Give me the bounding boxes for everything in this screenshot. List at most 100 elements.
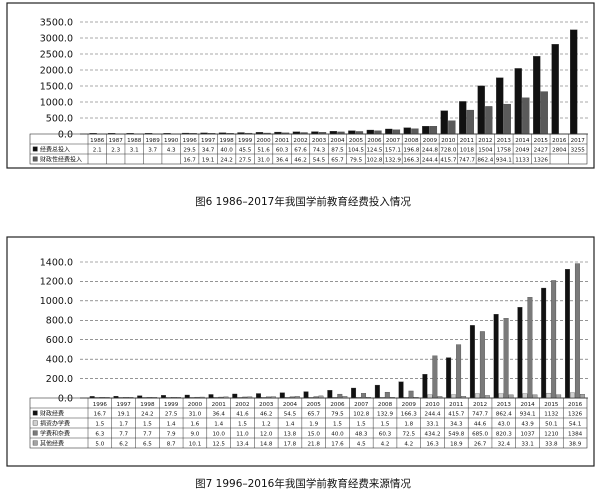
chart1-data-label: 67.6 bbox=[294, 148, 307, 154]
chart2-y-tick-label: 1200.0 bbox=[40, 277, 73, 288]
chart2-data-label: 16.7 bbox=[94, 412, 107, 418]
chart2-data-label: 46.2 bbox=[260, 412, 272, 418]
chart1-bar-2 bbox=[337, 131, 345, 135]
chart2-data-label: 33.1 bbox=[426, 422, 439, 428]
chart1-category-label: 2015 bbox=[534, 138, 549, 144]
chart1-category-label: 1990 bbox=[164, 138, 179, 144]
chart1-y-tick-label: 1000.0 bbox=[40, 97, 73, 108]
chart2-data-label: 12.5 bbox=[212, 442, 225, 448]
chart2-bar-2 bbox=[427, 394, 433, 399]
chart1-data-label: 36.4 bbox=[276, 158, 289, 164]
chart2-data-label: 33.1 bbox=[521, 442, 534, 448]
chart1-data-label: 2427 bbox=[534, 148, 549, 154]
chart1-data-label: 65.7 bbox=[331, 158, 344, 164]
chart2-title: 图7 1996–2016年我国学前教育经费来源情况 bbox=[195, 477, 411, 490]
chart2-data-label: 1326 bbox=[568, 412, 583, 418]
chart1-series-name: 经费总投入 bbox=[40, 146, 70, 154]
chart2-data-label: 10.0 bbox=[212, 432, 225, 438]
chart1-category-label: 2012 bbox=[478, 138, 492, 144]
chart2-bar-1 bbox=[351, 387, 357, 399]
chart1-bars bbox=[89, 29, 578, 135]
chart2-bar-4 bbox=[556, 394, 562, 399]
chart2-category-label: 2013 bbox=[497, 402, 512, 408]
chart2-legend-swatch bbox=[32, 420, 38, 426]
chart1-bar-1 bbox=[348, 130, 356, 135]
chart2-data-label: 549.8 bbox=[448, 432, 464, 438]
chart1-bar-1 bbox=[403, 127, 411, 135]
chart1-data-label: 3.7 bbox=[148, 148, 157, 154]
chart1-data-label: 102.8 bbox=[366, 158, 382, 164]
chart1-data-label: 934.1 bbox=[496, 158, 512, 164]
chart2-y-tick-label: 0.0 bbox=[58, 393, 73, 404]
chart2-data-label: 40.0 bbox=[331, 432, 344, 438]
chart1-category-label: 2006 bbox=[367, 138, 382, 144]
chart2-data-label: 6.2 bbox=[119, 442, 128, 448]
chart2-data-label: 36.4 bbox=[212, 412, 225, 418]
chart2-data-label: 166.3 bbox=[401, 412, 417, 418]
chart2-bar-2 bbox=[546, 392, 552, 399]
chart2-data-label: 24.2 bbox=[141, 412, 153, 418]
chart2-bar-1 bbox=[541, 287, 547, 399]
chart1-bar-1 bbox=[366, 129, 375, 135]
chart2-table-border bbox=[29, 397, 588, 449]
chart2-category-label: 2000 bbox=[188, 402, 203, 408]
chart1-data-label: 2804 bbox=[552, 148, 567, 154]
chart2-data-label: 1210 bbox=[544, 432, 559, 438]
chart1-y-tick-label: 3500.0 bbox=[40, 17, 73, 28]
chart2-bar-1 bbox=[161, 395, 166, 399]
chart2-bar-1 bbox=[137, 395, 143, 399]
chart1-data-label: 244.8 bbox=[422, 148, 438, 154]
chart2-data-label: 60.3 bbox=[379, 432, 392, 438]
chart2-bar-2 bbox=[474, 393, 480, 399]
chart2-legend-swatch bbox=[32, 430, 38, 436]
chart1-data-label: 166.3 bbox=[403, 158, 419, 164]
chart2-data-label: 862.4 bbox=[496, 412, 512, 418]
chart2-data-label: 820.3 bbox=[496, 432, 512, 438]
chart2-category-label: 2005 bbox=[307, 402, 322, 408]
chart1-category-label: 1986 bbox=[90, 138, 105, 144]
chart2-bar-1 bbox=[493, 314, 499, 399]
chart2-data-label: 26.7 bbox=[474, 442, 487, 448]
chart2-data-label: 415.7 bbox=[448, 412, 464, 418]
chart2-bar-1 bbox=[446, 357, 452, 399]
chart1-data-label: 46.2 bbox=[294, 158, 306, 164]
chart1-bar-2 bbox=[522, 97, 530, 135]
chart2-category-label: 2016 bbox=[568, 402, 583, 408]
chart2: 1400.0 1200.0 1000.0 800.0 600.0 400.0 200.0 0.… bbox=[6, 236, 595, 490]
chart1-data-label: 1326 bbox=[534, 158, 549, 164]
chart2-data-label: 10.1 bbox=[189, 442, 202, 448]
chart2-data-label: 1.5 bbox=[357, 422, 366, 428]
chart1-data-label: 104.5 bbox=[348, 148, 364, 154]
chart2-data-label: 685.0 bbox=[472, 432, 488, 438]
chart1-category-label: 2004 bbox=[330, 138, 345, 144]
chart2-category-label: 2010 bbox=[425, 402, 440, 408]
chart2-data-label: 12.0 bbox=[260, 432, 273, 438]
chart2-data-label: 9.0 bbox=[190, 432, 199, 438]
chart2-y-tick-label: 1400.0 bbox=[40, 257, 73, 268]
chart2-bar-4 bbox=[508, 394, 514, 399]
chart1-bar-1 bbox=[329, 131, 338, 135]
chart2-data-label: 7.7 bbox=[143, 432, 152, 438]
chart2-data-label: 43.0 bbox=[498, 422, 511, 428]
chart2-data-label: 1384 bbox=[568, 432, 583, 438]
chart2-data-label: 1.4 bbox=[214, 422, 223, 428]
chart2-data-label: 43.9 bbox=[521, 422, 534, 428]
chart2-legend-swatch bbox=[32, 440, 38, 446]
chart2-data-label: 16.3 bbox=[426, 442, 439, 448]
chart1-category-label: 1997 bbox=[201, 138, 216, 144]
chart1-data-label: 415.7 bbox=[440, 158, 456, 164]
chart2-data-label: 44.6 bbox=[474, 422, 487, 428]
chart1-category-label: 1999 bbox=[238, 138, 253, 144]
chart1-bar-2 bbox=[485, 106, 493, 135]
chart2-data-label: 1.5 bbox=[238, 422, 247, 428]
chart1-y-ticks: 3500.0 3000.0 2500.0 2000.0 1500.0 1000.0 500.… bbox=[40, 17, 73, 140]
chart1-title: 图6 1986–2017年我国学前教育经费投入情况 bbox=[195, 195, 411, 208]
chart1-data-label: 1504 bbox=[478, 148, 493, 154]
chart1-y-tick-label: 500.0 bbox=[46, 113, 73, 124]
chart1-category-label: 2007 bbox=[386, 138, 401, 144]
chart2-bar-3 bbox=[551, 280, 557, 399]
chart1-bar-1 bbox=[440, 110, 448, 135]
chart2-bar-3 bbox=[503, 318, 509, 399]
chart2-category-label: 2001 bbox=[212, 402, 227, 408]
